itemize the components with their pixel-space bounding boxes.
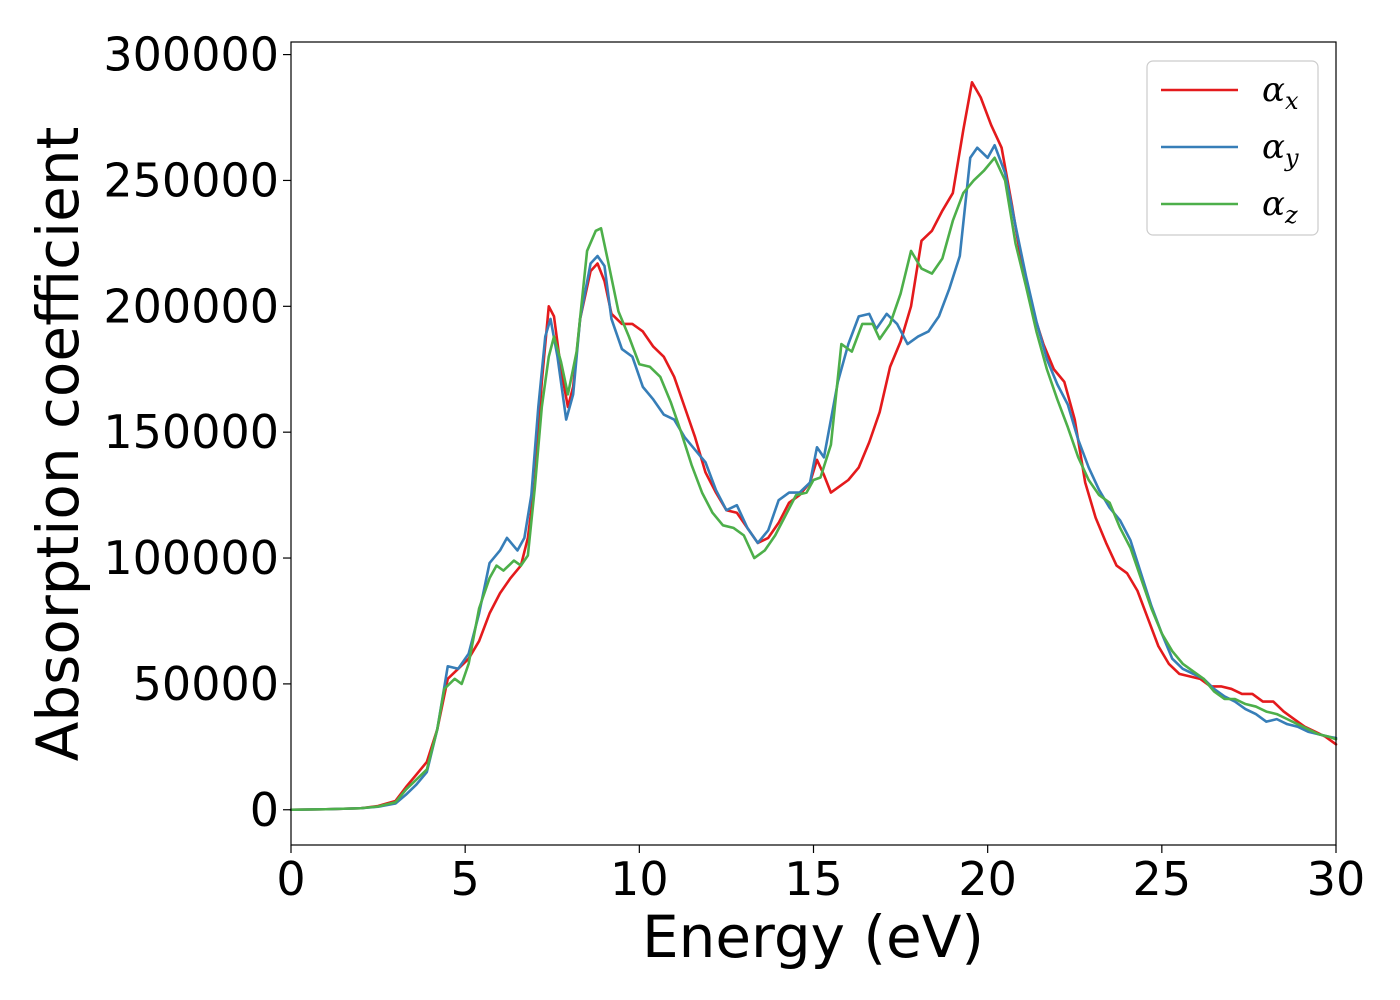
y-tick-label: 0: [250, 783, 279, 837]
series-line-x: [289, 80, 1338, 812]
y-tick-label: 200000: [103, 279, 279, 333]
x-tick-label: 15: [784, 852, 843, 906]
series-layer: [289, 80, 1338, 812]
x-tick-label: 0: [276, 852, 305, 906]
x-axis: 0 5 10 15 20 25 30: [276, 845, 1365, 906]
x-tick-label: 5: [451, 852, 480, 906]
y-axis-label: Absorption coefficient: [24, 127, 92, 762]
legend-label-z: αz: [1262, 184, 1298, 229]
y-axis: 0 50000 100000 150000 200000 250000 300000: [103, 28, 291, 837]
legend-label-y: αy: [1262, 127, 1299, 172]
x-axis-label: Energy (eV): [642, 903, 984, 971]
y-tick-label: 250000: [103, 153, 279, 207]
y-tick-label: 50000: [133, 657, 279, 711]
x-tick-label: 20: [958, 852, 1017, 906]
series-line-z: [289, 156, 1338, 812]
x-tick-label: 10: [610, 852, 669, 906]
legend: αx αy αz: [1146, 60, 1319, 236]
y-tick-label: 150000: [103, 405, 279, 459]
x-tick-label: 30: [1307, 852, 1366, 906]
legend-label-x: αx: [1262, 70, 1299, 115]
y-tick-label: 300000: [103, 28, 279, 82]
x-tick-label: 25: [1133, 852, 1192, 906]
y-tick-label: 100000: [103, 531, 279, 585]
